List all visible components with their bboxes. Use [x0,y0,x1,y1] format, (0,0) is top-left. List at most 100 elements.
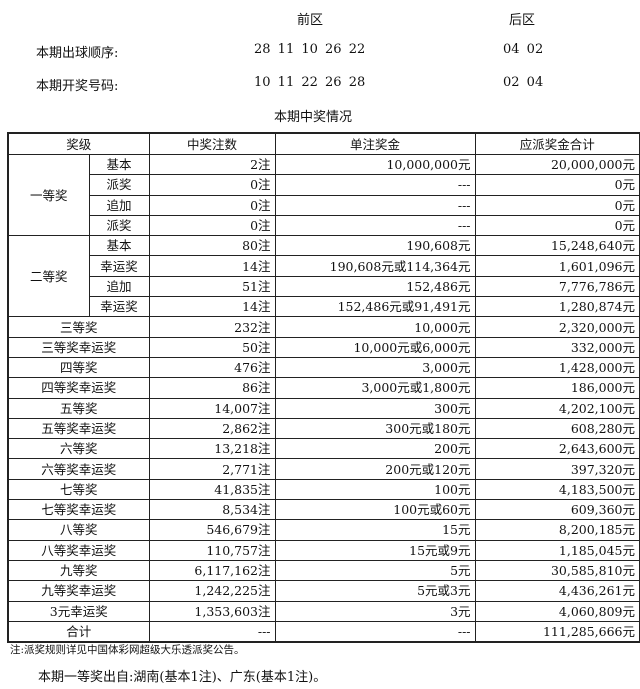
prize-level: 四等奖 [7,356,150,379]
total-prize: 2,320,000元 [474,316,640,338]
table-row: 二等奖 基本 80注 190,608元 15,248,640元 [7,235,640,318]
prize-table: 奖级 中奖注数 单注奖金 应派奖金合计 一等奖 基本 2注 10,000,000元 20,000… [7,132,640,644]
table-title: 本期中奖情况 [274,110,353,125]
winner-count: 50注 [148,336,276,358]
prize-sublevel: 幸运奖 [88,255,150,277]
table-row: 六等奖幸运奖 2,771注 200元或120元 397,320元 [7,458,640,480]
winner-count: 8,534注 [148,499,276,521]
unit-prize: 190,608元或114,364元 [274,255,476,277]
total-prize: 7,776,786元 [474,275,640,298]
unit-prize: 5元 [274,559,476,582]
winner-count: 14,007注 [148,397,276,419]
unit-prize: 190,608元 [274,235,476,257]
prize-level: 二等奖 [7,235,90,318]
table-row: 六等奖 13,218注 200元 2,643,600元 [7,438,640,460]
total-prize: 332,000元 [474,336,640,358]
table-row: 七等奖幸运奖 8,534注 100元或60元 609,360元 [7,499,640,521]
table-row: 追加 51注 152,486元 7,776,786元 [8,275,640,298]
unit-prize: 152,486元 [274,275,476,298]
prize-level: 八等奖幸运奖 [7,539,150,561]
total-prize: 15,248,640元 [474,235,640,257]
table-row: 一等奖 基本 2注 10,000,000元 20,000,000元 [7,153,640,237]
total-prize: 609,360元 [474,499,640,521]
prize-level: 六等奖 [7,438,150,460]
table-row: 八等奖幸运奖 110,757注 15元或9元 1,185,045元 [7,539,640,561]
prize-level: 八等奖 [7,519,150,541]
table-row: 幸运奖 14注 190,608元或114,364元 1,601,096元 [8,255,640,277]
winner-count: 1,242,225注 [148,580,276,602]
unit-prize: 3,000元或1,800元 [274,377,476,399]
winner-count: 80注 [148,235,276,257]
prize-sublevel: 派奖 [88,174,150,196]
prize-sublevel: 派奖 [88,214,150,237]
total-prize: 20,000,000元 [474,153,640,176]
total-prize: 186,000元 [474,377,640,399]
table-row: 合计 --- --- 111,285,666元 [7,620,640,643]
numbers-back: 02 04 [503,75,544,90]
total-prize: 1,428,000元 [474,356,640,379]
order-back: 04 02 [503,42,544,57]
unit-prize: --- [274,194,476,216]
winner-count: 14注 [148,296,276,318]
order-label: 本期出球顺序: [36,46,119,61]
winner-count: 0注 [148,174,276,196]
winner-count: 2,862注 [148,417,276,440]
winner-count: 41,835注 [148,478,276,501]
table-row: 五等奖幸运奖 2,862注 300元或180元 608,280元 [7,417,640,440]
winner-count: 546,679注 [148,519,276,541]
prize-level: 五等奖幸运奖 [7,417,150,440]
total-prize: 608,280元 [474,417,640,440]
unit-prize: 200元 [274,438,476,460]
header-1: 中奖注数 [148,132,276,155]
header-3: 应派奖金合计 [474,132,640,155]
prize-sublevel: 追加 [88,194,150,216]
total-prize: 8,200,185元 [474,519,640,541]
first-prize-winners: 本期一等奖出自:湖南(基本1注)、广东(基本1注)。 [38,670,327,685]
total-prize: 0元 [474,214,640,237]
unit-prize: --- [274,214,476,237]
table-row: 幸运奖 14注 152,486元或91,491元 1,280,874元 [8,296,640,318]
winner-count: 0注 [148,194,276,216]
total-prize: 4,183,500元 [474,478,640,501]
table-row: 五等奖 14,007注 300元 4,202,100元 [7,397,640,419]
winner-count: 232注 [148,316,276,338]
total-prize: 0元 [474,174,640,196]
prize-level: 五等奖 [7,397,150,419]
unit-prize: 152,486元或91,491元 [274,296,476,318]
header-level: 奖级 [7,132,150,155]
unit-prize: 10,000,000元 [274,153,476,176]
table-row: 九等奖 6,117,162注 5元 30,585,810元 [7,559,640,582]
header-2: 单注奖金 [274,132,476,155]
table-row: 三等奖 232注 10,000元 2,320,000元 [7,316,640,338]
unit-prize: --- [274,620,476,643]
total-prize: 1,601,096元 [474,255,640,277]
table-row: 四等奖 476注 3,000元 1,428,000元 [7,356,640,379]
table-row: 四等奖幸运奖 86注 3,000元或1,800元 186,000元 [7,377,640,399]
winner-count: 14注 [148,255,276,277]
back-zone-label: 后区 [509,13,536,28]
prize-level: 九等奖幸运奖 [7,580,150,602]
total-prize: 30,585,810元 [474,559,640,582]
front-zone-label: 前区 [297,13,324,28]
total-prize: 397,320元 [474,458,640,480]
prize-level: 七等奖幸运奖 [7,499,150,521]
unit-prize: 10,000元或6,000元 [274,336,476,358]
winner-count: 86注 [148,377,276,399]
winner-count: 110,757注 [148,539,276,561]
table-row: 八等奖 546,679注 15元 8,200,185元 [7,519,640,541]
prize-level: 七等奖 [7,478,150,501]
winner-count: --- [148,620,276,643]
prize-sublevel: 基本 [88,153,150,176]
prize-level: 四等奖幸运奖 [7,377,150,399]
note: 注:派奖规则详见中国体彩网超级大乐透派奖公告。 [10,644,245,656]
prize-sublevel: 幸运奖 [88,296,150,318]
unit-prize: 10,000元 [274,316,476,338]
total-prize: 4,202,100元 [474,397,640,419]
total-prize: 4,436,261元 [474,580,640,602]
winner-count: 2注 [148,153,276,176]
total-prize: 0元 [474,194,640,216]
prize-level: 3元幸运奖 [7,600,150,622]
table-row: 九等奖幸运奖 1,242,225注 5元或3元 4,436,261元 [7,580,640,602]
unit-prize: 3元 [274,600,476,622]
total-prize: 111,285,666元 [474,620,640,643]
